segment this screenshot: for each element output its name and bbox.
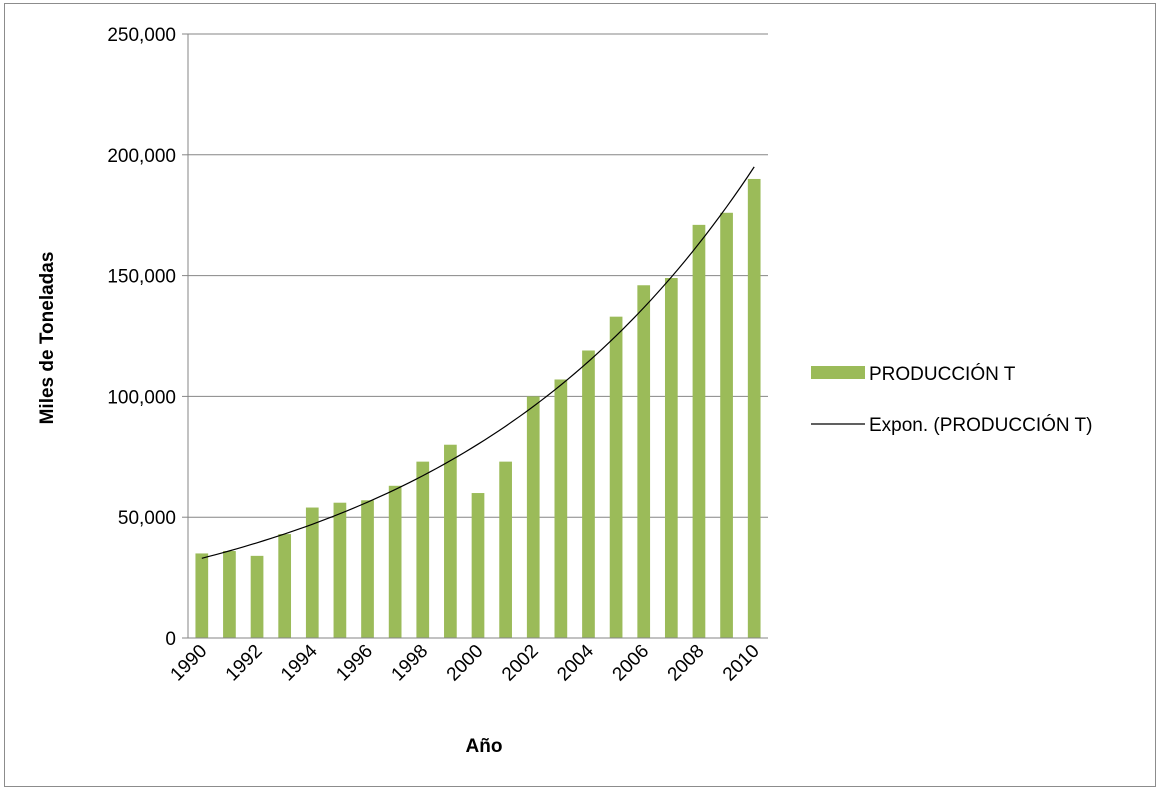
x-tick-label: 2002	[498, 641, 543, 686]
bar-series	[195, 178, 761, 638]
legend: PRODUCCIÓN T Expon. (PRODUCCIÓN T)	[811, 363, 1092, 436]
bar-2004	[582, 350, 595, 638]
bar-2007	[664, 278, 678, 638]
trendline	[201, 166, 755, 559]
bar-1994	[305, 507, 319, 638]
x-tick-label: 1994	[277, 640, 322, 685]
legend-swatch-bar	[811, 366, 865, 379]
trendline-series	[201, 166, 755, 559]
bar-2009	[720, 212, 733, 638]
bar-1996	[361, 500, 374, 638]
chart-svg: 0 50,000 100,000 150,000 200,000 250,000 1990…	[37, 25, 1092, 757]
bar-2003	[554, 379, 568, 638]
x-tick-label: 2010	[719, 641, 764, 686]
legend-label-bar: PRODUCCIÓN T	[869, 363, 1016, 385]
y-axis-title: Miles de Toneladas	[37, 252, 58, 425]
y-tick-labels: 0 50,000 100,000 150,000 200,000 250,000	[107, 25, 176, 650]
bar-1990	[195, 553, 209, 638]
bar-2006	[637, 285, 651, 638]
y-tick-label: 100,000	[107, 387, 176, 408]
x-tick-label: 1996	[332, 641, 377, 686]
x-tick-label: 2004	[553, 640, 598, 685]
bar-2008	[692, 224, 706, 638]
x-axis-title: Año	[466, 736, 503, 757]
bar-1993	[278, 534, 292, 638]
x-tick-label: 2000	[443, 641, 488, 686]
y-tick-label: 200,000	[107, 146, 176, 167]
x-tick-labels: 1990 1992 1994 1996 1998 2000 2002 2004 2006 2008…	[167, 640, 764, 685]
bar-1995	[333, 502, 347, 638]
bar-1992	[250, 555, 264, 638]
y-tick-label: 150,000	[107, 267, 176, 288]
legend-label-trendline: Expon. (PRODUCCIÓN T)	[869, 414, 1092, 436]
bar-1991	[223, 551, 236, 638]
bar-1998	[416, 461, 430, 638]
x-tick-label: 1992	[222, 641, 267, 686]
bar-1997	[388, 485, 402, 638]
bar-2005	[609, 316, 623, 638]
x-tick-label: 2008	[664, 641, 709, 686]
bar-2000	[471, 493, 485, 638]
bar-2010	[747, 178, 761, 638]
bar-2002	[526, 396, 540, 638]
x-tick-label: 2006	[609, 641, 654, 686]
x-tick-label: 1998	[388, 641, 433, 686]
bar-1999	[444, 444, 457, 638]
y-tick-label: 250,000	[107, 25, 176, 46]
axes	[182, 33, 768, 639]
bar-2001	[499, 461, 512, 638]
chart-frame: 0 50,000 100,000 150,000 200,000 250,000 1990…	[4, 3, 1156, 787]
y-tick-label: 0	[165, 629, 176, 650]
y-tick-label: 50,000	[118, 508, 176, 529]
